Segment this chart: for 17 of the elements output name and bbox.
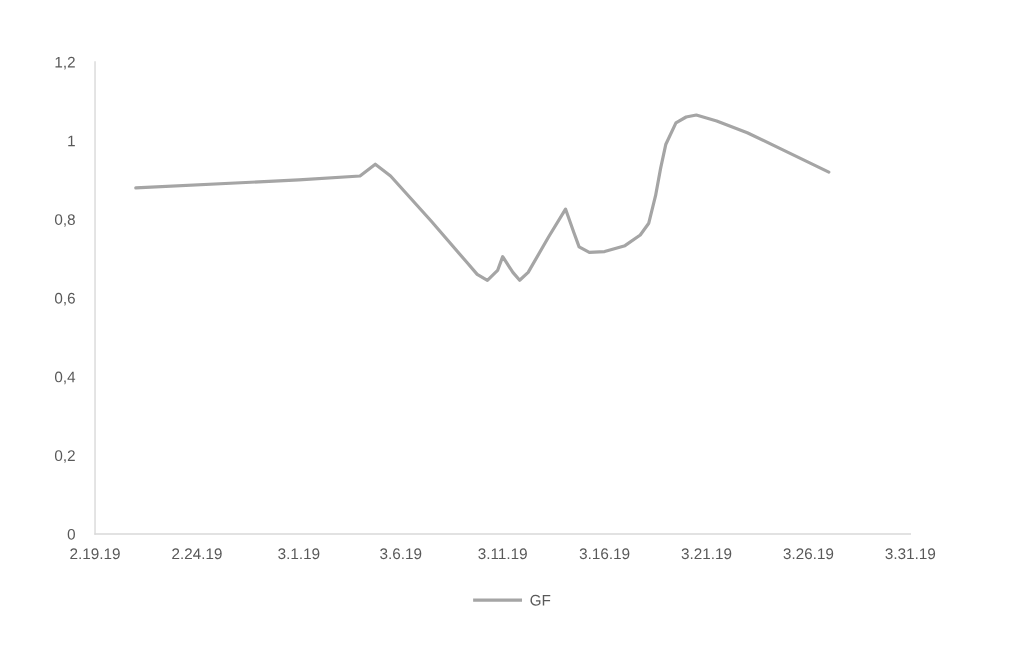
x-tick-label: 3.21.19 [681,548,732,560]
y-tick-label: 0,2 [54,450,75,463]
y-tick-label: 1 [68,135,75,147]
y-tick-label: 0,6 [54,292,75,306]
y-tick-label: 0 [67,528,75,540]
x-tick-label: 2.19.19 [70,548,120,560]
x-tick-label: 3.16.19 [579,548,630,560]
legend-label: GF [530,594,551,606]
x-tick-label: 3.11.19 [478,548,527,560]
x-tick-label: 3.26.19 [783,548,834,560]
y-tick-label: 1,2 [55,56,75,70]
y-tick-label: 0,4 [54,371,76,385]
x-tick-label: 2.24.19 [172,548,222,560]
x-tick-label: 3.6.19 [380,548,422,560]
y-tick-label: 0,8 [54,214,75,227]
x-tick-label: 3.1.19 [278,548,320,560]
x-tick-label: 3.31.19 [885,548,936,560]
